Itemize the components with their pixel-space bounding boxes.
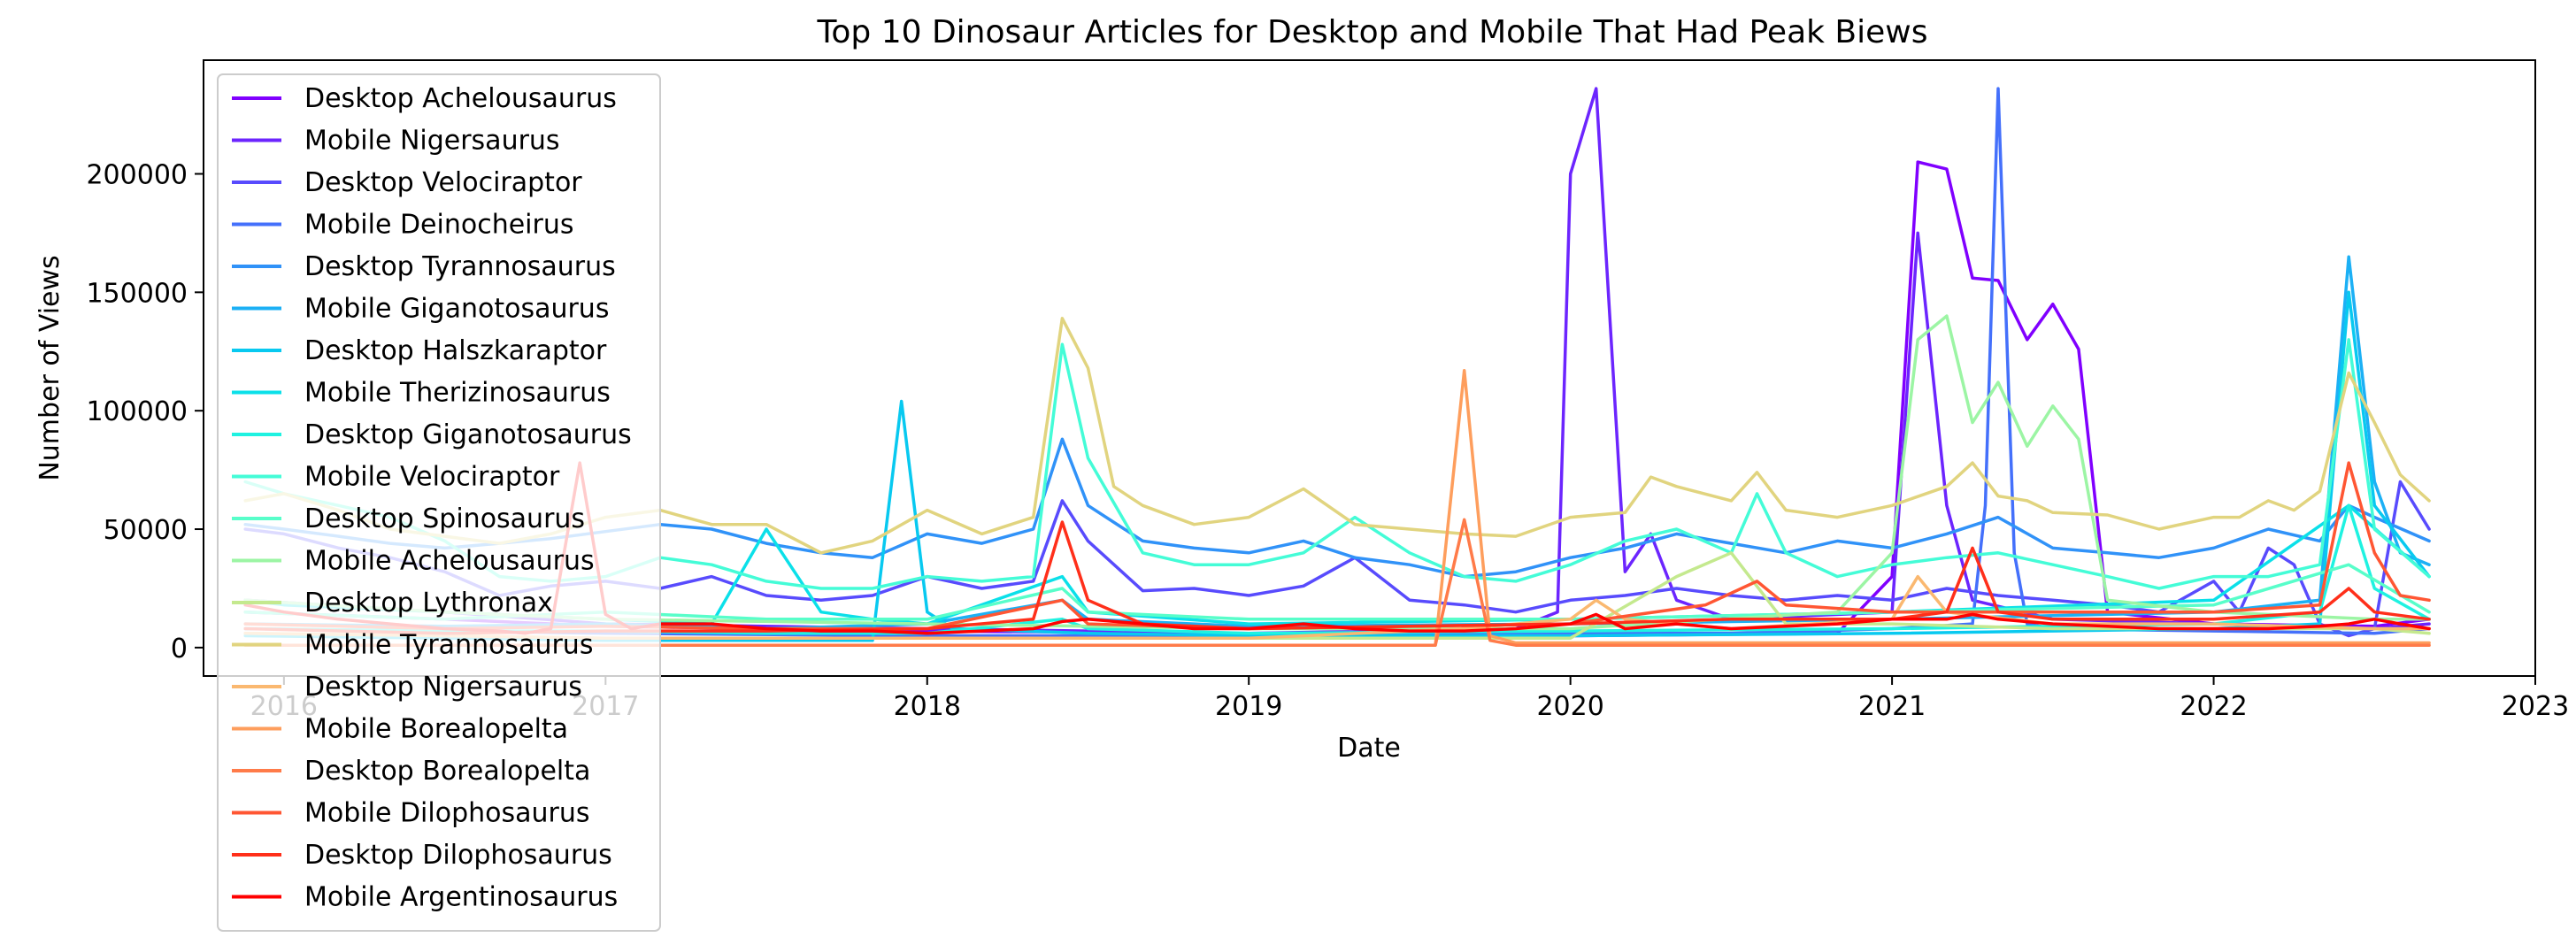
y-axis: 0 50000 100000 150000 200000 [86,159,204,665]
legend-label: Mobile Nigersaurus [304,126,560,157]
legend-label: Desktop Nigersaurus [304,672,582,703]
legend-label: Mobile Borealopelta [304,714,568,745]
legend-label: Desktop Tyrannosaurus [304,251,616,282]
x-axis-label: Date [1337,733,1401,764]
legend-label: Desktop Achelousaurus [304,83,617,114]
x-tick-label: 2023 [2502,691,2569,722]
x-tick-label: 2021 [1858,691,1926,722]
legend: Desktop Achelousaurus Mobile Nigersaurus D… [217,73,661,932]
legend-label: Mobile Velociraptor [304,462,560,493]
series-line-mobile-tyrannosaurus [243,317,2431,555]
legend-label: Mobile Tyrannosaurus [304,630,593,661]
x-tick-label: 2020 [1536,691,1603,722]
legend-label: Mobile Dilophosaurus [304,798,590,829]
chart-title: Top 10 Dinosaur Articles for Desktop and… [817,14,1928,50]
x-tick-label: 2019 [1215,691,1282,722]
y-tick-label: 50000 [104,515,188,546]
x-tick-label: 2018 [894,691,961,722]
plot-frame [203,59,2536,677]
y-tick-label: 200000 [86,159,188,190]
y-tick-label: 100000 [86,396,188,427]
legend-label: Desktop Dilophosaurus [304,840,612,871]
series-line-desktop-halszkaraptor [243,290,2431,642]
legend-box [217,73,661,932]
legend-label: Desktop Halszkaraptor [304,335,607,366]
legend-label: Desktop Borealopelta [304,756,590,787]
y-axis-label: Number of Views [35,255,65,480]
legend-label: Mobile Giganotosaurus [304,294,609,325]
y-tick-label: 0 [171,634,188,665]
legend-label: Desktop Giganotosaurus [304,419,632,450]
legend-label: Mobile Deinocheirus [304,210,573,241]
series-line-mobile-achelousaurus [243,314,2431,631]
legend-label: Desktop Velociraptor [304,167,582,198]
legend-label: Mobile Therizinosaurus [304,378,611,409]
legend-label: Desktop Lythronax [304,588,553,618]
legend-label: Mobile Achelousaurus [304,546,595,577]
y-tick-label: 150000 [86,278,188,309]
legend-label: Desktop Spinosaurus [304,503,585,534]
x-tick-label: 2022 [2180,691,2247,722]
legend-label: Mobile Argentinosaurus [304,882,618,913]
